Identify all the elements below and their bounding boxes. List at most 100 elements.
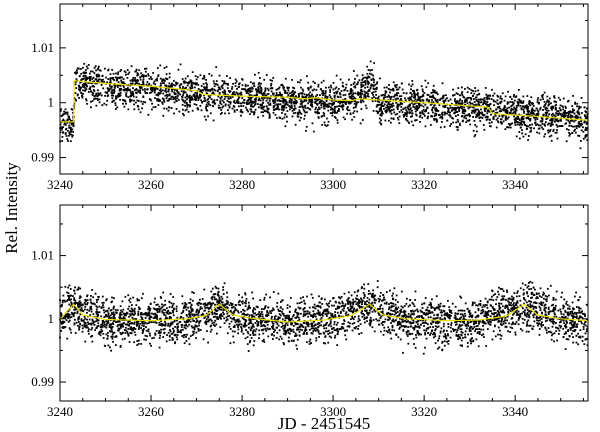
top-data-point bbox=[462, 108, 465, 111]
top-data-point bbox=[257, 87, 260, 90]
bottom-data-point bbox=[400, 318, 403, 321]
bottom-data-point bbox=[277, 292, 280, 295]
top-data-point bbox=[228, 105, 231, 108]
bottom-data-point bbox=[326, 312, 328, 315]
top-data-point bbox=[189, 101, 191, 104]
bottom-data-point bbox=[251, 314, 253, 316]
top-data-point bbox=[487, 109, 490, 111]
top-data-point bbox=[328, 94, 331, 97]
top-data-point bbox=[555, 101, 558, 103]
top-data-point bbox=[322, 90, 325, 92]
top-data-point bbox=[504, 128, 507, 131]
top-data-point bbox=[227, 82, 229, 85]
top-data-point bbox=[245, 102, 248, 105]
bottom-data-point bbox=[376, 286, 379, 289]
bottom-data-point bbox=[119, 344, 122, 347]
top-data-point bbox=[162, 78, 165, 81]
top-data-point bbox=[324, 104, 326, 106]
top-data-point bbox=[525, 116, 528, 119]
bottom-data-point bbox=[119, 305, 122, 308]
bottom-data-point bbox=[304, 313, 307, 315]
top-data-point bbox=[423, 110, 426, 113]
bottom-data-point bbox=[301, 329, 303, 331]
top-data-point bbox=[191, 71, 194, 74]
top-data-point bbox=[191, 86, 194, 89]
top-data-point bbox=[523, 110, 525, 113]
top-data-point bbox=[370, 83, 373, 86]
bottom-data-point bbox=[315, 339, 318, 342]
top-data-point bbox=[118, 89, 121, 92]
top-data-point bbox=[97, 89, 99, 92]
bottom-data-point bbox=[129, 301, 132, 304]
top-data-point bbox=[440, 97, 443, 100]
top-data-point bbox=[100, 94, 103, 97]
top-data-point bbox=[331, 112, 334, 115]
bottom-data-point bbox=[124, 332, 127, 334]
top-data-point bbox=[460, 92, 463, 95]
bottom-data-point bbox=[207, 308, 210, 310]
top-data-point bbox=[547, 129, 550, 132]
top-data-point bbox=[206, 109, 209, 112]
top-data-point bbox=[132, 87, 134, 90]
top-data-point bbox=[344, 86, 347, 89]
bottom-data-point bbox=[390, 309, 392, 312]
top-data-point bbox=[488, 110, 490, 113]
top-data-point bbox=[252, 111, 255, 114]
top-data-point bbox=[173, 101, 176, 104]
bottom-data-point bbox=[370, 319, 373, 322]
top-data-point bbox=[225, 95, 228, 98]
top-data-point bbox=[92, 89, 95, 91]
top-data-point bbox=[247, 92, 250, 95]
bottom-data-point bbox=[436, 320, 439, 323]
top-data-point bbox=[410, 95, 413, 98]
top-data-point bbox=[475, 98, 478, 101]
top-data-point bbox=[176, 88, 179, 91]
top-data-point bbox=[514, 124, 517, 126]
bottom-data-point bbox=[225, 316, 228, 319]
top-data-point bbox=[229, 102, 232, 105]
top-data-point bbox=[542, 93, 544, 96]
bottom-data-point bbox=[128, 322, 131, 325]
bottom-data-point bbox=[292, 313, 295, 316]
top-data-point bbox=[577, 111, 580, 114]
top-data-point bbox=[384, 94, 386, 97]
top-data-point bbox=[201, 91, 204, 94]
top-data-point bbox=[352, 83, 355, 85]
bottom-data-point bbox=[497, 333, 499, 336]
top-data-point bbox=[282, 101, 285, 104]
bottom-data-point bbox=[418, 332, 421, 335]
top-data-point bbox=[181, 103, 184, 106]
top-data-point bbox=[471, 102, 474, 105]
top-data-point bbox=[247, 102, 250, 105]
top-data-point bbox=[133, 79, 136, 82]
top-data-point bbox=[231, 96, 234, 98]
top-data-point bbox=[76, 71, 79, 74]
top-data-point bbox=[225, 82, 227, 85]
bottom-data-point bbox=[439, 311, 442, 314]
bottom-data-point bbox=[154, 321, 157, 324]
top-data-point bbox=[328, 105, 331, 108]
bottom-data-point bbox=[389, 331, 391, 334]
top-data-point bbox=[139, 85, 142, 88]
bottom-data-point bbox=[526, 291, 528, 294]
top-data-point bbox=[74, 83, 77, 86]
top-data-point bbox=[63, 122, 66, 124]
bottom-data-point bbox=[513, 292, 516, 294]
top-data-point bbox=[460, 115, 463, 118]
top-data-point bbox=[100, 79, 103, 82]
top-data-point bbox=[102, 78, 104, 81]
top-data-point bbox=[309, 96, 312, 99]
top-data-point bbox=[352, 93, 354, 96]
top-data-point bbox=[529, 104, 532, 107]
top-data-point bbox=[548, 135, 551, 138]
bottom-data-point bbox=[457, 318, 460, 321]
top-data-point bbox=[111, 68, 114, 71]
top-data-point bbox=[304, 114, 306, 117]
bottom-data-point bbox=[363, 295, 366, 297]
top-data-point bbox=[499, 107, 502, 110]
top-data-point bbox=[84, 82, 87, 85]
bottom-data-point bbox=[509, 326, 512, 329]
top-data-point bbox=[125, 94, 127, 96]
top-data-point bbox=[499, 101, 501, 104]
top-data-point bbox=[410, 85, 413, 88]
